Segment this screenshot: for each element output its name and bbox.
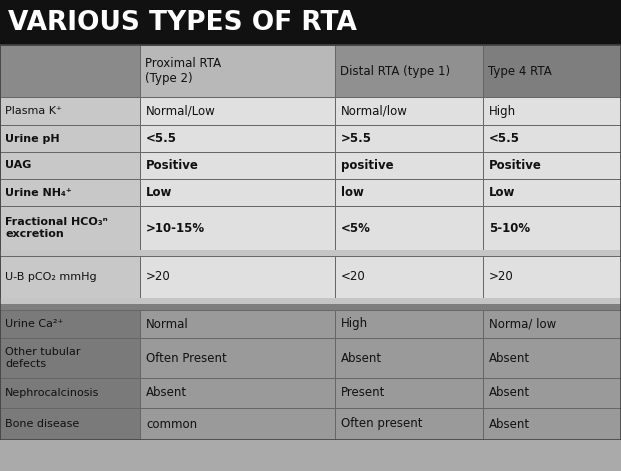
Text: Norma/ low: Norma/ low [489,317,556,331]
Text: Fractional HCO₃ⁿ
excretion: Fractional HCO₃ⁿ excretion [5,217,108,239]
Bar [0,45,140,97]
Bar [140,310,335,338]
Bar [335,179,483,206]
Bar [140,45,335,97]
Bar [335,338,483,378]
Text: <5.5: <5.5 [146,132,177,145]
Bar [0,440,621,471]
Bar [483,125,621,152]
Bar [0,298,621,304]
Bar [335,125,483,152]
Text: Low: Low [489,186,515,199]
Bar [140,179,335,206]
Bar [0,338,140,378]
Text: Other tubular
defects: Other tubular defects [5,347,81,369]
Text: UAG: UAG [5,161,32,171]
Bar [335,408,483,440]
Bar [0,0,621,45]
Bar [483,152,621,179]
Text: Often present: Often present [341,417,422,430]
Text: Absent: Absent [146,387,187,399]
Bar [483,97,621,125]
Text: Normal/Low: Normal/Low [146,105,215,117]
Bar [0,250,621,256]
Text: Absent: Absent [489,417,530,430]
Bar [0,378,140,408]
Text: Positive: Positive [146,159,199,172]
Bar [335,45,483,97]
Bar [0,206,140,250]
Text: U-B pCO₂ mmHg: U-B pCO₂ mmHg [5,272,97,282]
Text: Absent: Absent [489,351,530,365]
Bar [483,378,621,408]
Text: >10-15%: >10-15% [146,221,205,235]
Bar [140,378,335,408]
Text: High: High [489,105,516,117]
Text: Distal RTA (type 1): Distal RTA (type 1) [340,65,450,78]
Text: <5%: <5% [341,221,371,235]
Bar [483,408,621,440]
Bar [140,408,335,440]
Text: Present: Present [341,387,386,399]
Bar [483,256,621,298]
Text: >20: >20 [146,270,171,284]
Bar [0,310,140,338]
Text: High: High [341,317,368,331]
Text: Proximal RTA
(Type 2): Proximal RTA (Type 2) [145,57,221,85]
Text: Urine NH₄⁺: Urine NH₄⁺ [5,187,72,197]
Text: VARIOUS TYPES OF RTA: VARIOUS TYPES OF RTA [8,9,357,35]
Bar [140,338,335,378]
Bar [0,152,140,179]
Bar [335,310,483,338]
Bar [335,256,483,298]
Text: Low: Low [146,186,173,199]
Bar [335,206,483,250]
Bar [140,206,335,250]
Text: positive: positive [341,159,394,172]
Text: <5.5: <5.5 [489,132,520,145]
Bar [483,338,621,378]
Text: <20: <20 [341,270,366,284]
Text: Absent: Absent [341,351,382,365]
Text: Nephrocalcinosis: Nephrocalcinosis [5,388,99,398]
Text: Often Present: Often Present [146,351,227,365]
Text: >20: >20 [489,270,514,284]
Bar [483,206,621,250]
Bar [483,310,621,338]
Bar [140,125,335,152]
Bar [335,378,483,408]
Text: Bone disease: Bone disease [5,419,79,429]
Text: Type 4 RTA: Type 4 RTA [488,65,551,78]
Text: Positive: Positive [489,159,542,172]
Bar [0,179,140,206]
Text: common: common [146,417,197,430]
Text: Urine pH: Urine pH [5,133,60,144]
Bar [0,256,140,298]
Bar [140,152,335,179]
Text: 5-10%: 5-10% [489,221,530,235]
Bar [0,97,140,125]
Bar [0,304,621,310]
Text: Normal/low: Normal/low [341,105,408,117]
Bar [0,408,140,440]
Text: >5.5: >5.5 [341,132,372,145]
Bar [0,45,621,440]
Text: low: low [341,186,364,199]
Bar [140,256,335,298]
Text: Urine Ca²⁺: Urine Ca²⁺ [5,319,63,329]
Bar [483,45,621,97]
Text: Absent: Absent [489,387,530,399]
Bar [335,152,483,179]
Bar [140,97,335,125]
Text: Plasma K⁺: Plasma K⁺ [5,106,62,116]
Bar [0,125,140,152]
Bar [483,179,621,206]
Text: Normal: Normal [146,317,189,331]
Bar [335,97,483,125]
